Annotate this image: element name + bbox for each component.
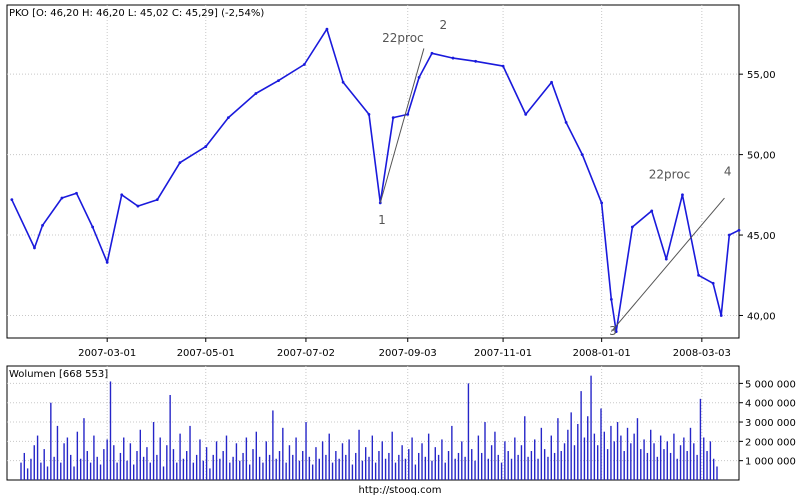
- price-point: [254, 92, 258, 95]
- price-point: [664, 257, 668, 261]
- price-point: [711, 281, 715, 285]
- price-gridlines: [7, 5, 739, 338]
- annotation-label: 1: [378, 213, 386, 227]
- price-x-tick-label: 2007-11-01: [474, 348, 532, 359]
- price-panel-title: PKO [O: 46,20 H: 46,20 L: 45,02 C: 45,29…: [9, 8, 264, 19]
- price-point: [120, 193, 124, 197]
- price-point: [75, 191, 78, 195]
- price-point: [367, 112, 371, 116]
- price-x-tick-label: 2007-05-01: [177, 348, 235, 359]
- price-point: [91, 225, 95, 229]
- trend-line: [379, 48, 425, 204]
- price-y-tick-label: 55,00: [747, 70, 776, 81]
- price-point: [204, 145, 208, 148]
- price-point: [136, 204, 140, 208]
- price-point: [406, 112, 410, 116]
- price-point: [580, 153, 584, 157]
- price-y-tick-label: 45,00: [747, 231, 776, 242]
- price-x-tick-label: 2007-07-02: [277, 348, 335, 359]
- volume-axis-ticks: 1 000 000 2 000 000 3 000 000 4 000 000 5 00…: [739, 379, 796, 468]
- price-point: [41, 223, 44, 227]
- price-point: [155, 198, 159, 202]
- price-point: [474, 59, 478, 63]
- price-point: [33, 246, 36, 250]
- price-point: [10, 198, 14, 202]
- price-point: [697, 273, 701, 277]
- price-point: [430, 51, 434, 55]
- annotation-label: 2: [439, 18, 447, 32]
- volume-y-tick-label: 3 000 000: [745, 418, 796, 429]
- price-x-tick-label: 2007-09-03: [379, 348, 437, 359]
- price-point: [630, 225, 634, 229]
- price-point: [501, 64, 505, 68]
- price-point: [550, 80, 553, 84]
- trend-line: [610, 197, 725, 332]
- price-point: [524, 112, 528, 116]
- price-x-tick-label: 2008-03-03: [673, 348, 731, 359]
- volume-y-tick-label: 4 000 000: [745, 399, 796, 410]
- price-y-tick-label: 50,00: [747, 151, 776, 162]
- price-point: [737, 228, 741, 232]
- price-point: [719, 314, 723, 317]
- price-point: [681, 193, 684, 197]
- price-point: [417, 75, 421, 79]
- price-point: [614, 330, 618, 333]
- volume-panel-title: Wolumen [668 553]: [9, 369, 108, 380]
- price-point: [451, 56, 455, 60]
- price-series: [10, 27, 741, 333]
- price-axis-ticks: 40,00 45,00 50,00 55,00 2007-03-01 2007-05-01…: [78, 70, 776, 359]
- price-point: [391, 116, 395, 120]
- price-x-tick-label: 2008-01-01: [573, 348, 631, 359]
- volume-y-tick-label: 5 000 000: [745, 379, 796, 390]
- price-point: [341, 80, 345, 84]
- price-point: [226, 116, 230, 120]
- price-point: [564, 121, 568, 124]
- price-x-tick-label: 2007-03-01: [78, 348, 136, 359]
- price-point: [178, 161, 182, 165]
- source-url[interactable]: http://stooq.com: [358, 485, 442, 496]
- price-point: [105, 260, 109, 264]
- volume-y-tick-label: 1 000 000: [745, 457, 796, 468]
- volume-y-tick-label: 2 000 000: [745, 437, 796, 448]
- price-y-tick-label: 40,00: [747, 311, 776, 322]
- price-point: [609, 297, 613, 301]
- price-annotations: 1 22proc 2 3 22proc 4: [378, 18, 731, 338]
- price-point: [302, 63, 306, 66]
- price-panel-frame: [6, 4, 740, 339]
- annotation-label: 3: [609, 324, 617, 338]
- annotation-label: 22proc: [649, 168, 691, 182]
- annotation-label: 4: [724, 165, 732, 179]
- price-point: [727, 233, 731, 237]
- annotation-label: 22proc: [382, 31, 424, 45]
- volume-bars: [20, 375, 718, 480]
- price-point: [600, 201, 604, 205]
- price-point: [650, 209, 654, 213]
- price-point: [325, 27, 329, 31]
- price-point: [60, 196, 64, 200]
- price-point: [277, 79, 280, 83]
